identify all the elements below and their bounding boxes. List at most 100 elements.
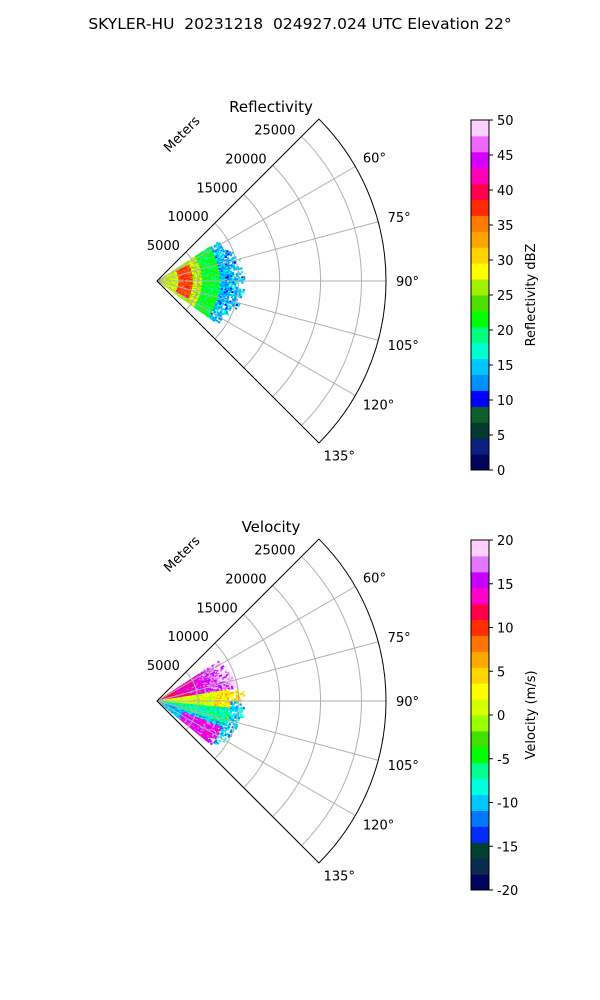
colorbar-tick-label: 35 xyxy=(497,219,514,234)
data-cell xyxy=(239,278,242,281)
colorbar-swatch xyxy=(471,199,489,216)
data-cell xyxy=(225,698,228,701)
colorbar-swatch xyxy=(471,231,489,248)
range-tick-label: 25000 xyxy=(254,123,295,138)
data-cell xyxy=(229,730,233,734)
colorbar-label: Reflectivity dBZ xyxy=(524,244,539,347)
angle-gridline xyxy=(156,221,379,282)
data-cell xyxy=(241,276,244,279)
colorbar-swatch xyxy=(471,120,489,137)
data-cell xyxy=(223,698,226,701)
data-cell xyxy=(229,253,233,257)
data-cell xyxy=(232,278,235,281)
data-cell xyxy=(230,295,234,299)
data-cell xyxy=(240,710,244,713)
data-cell xyxy=(225,278,228,281)
colorbar-swatch xyxy=(471,438,489,455)
range-tick-label: 10000 xyxy=(167,210,208,225)
data-cell xyxy=(234,698,237,701)
polar-plot-velocity: Velocity50001000015000200002500060°75°90… xyxy=(147,518,539,899)
data-cell xyxy=(239,272,242,276)
colorbar-swatch xyxy=(471,454,489,471)
data-cell xyxy=(224,737,228,741)
data-cell xyxy=(239,698,242,701)
colorbar-swatch xyxy=(471,151,489,169)
data-cell xyxy=(226,698,230,701)
angle-gridline xyxy=(156,280,379,341)
colorbar-swatch xyxy=(471,183,489,201)
data-cell xyxy=(226,312,230,316)
data-cell xyxy=(242,690,245,694)
colorbar-swatch xyxy=(471,167,489,185)
data-cell xyxy=(233,261,237,264)
data-cell xyxy=(234,716,237,719)
colorbar-swatch xyxy=(471,279,489,296)
data-cell xyxy=(234,278,237,281)
colorbar-swatch xyxy=(471,422,489,439)
angle-tick-label: 60° xyxy=(363,152,386,167)
data-cell xyxy=(231,687,234,690)
data-cell xyxy=(235,709,238,713)
data-cell xyxy=(235,274,239,278)
data-cell xyxy=(226,727,230,731)
range-tick-label: 15000 xyxy=(196,181,237,196)
colorbar-tick-label: 50 xyxy=(497,114,514,129)
data-cell xyxy=(237,718,240,722)
data-cell xyxy=(230,698,233,701)
data-cell xyxy=(234,701,237,704)
range-tick-label: 5000 xyxy=(147,239,180,254)
data-cell xyxy=(239,295,243,299)
data-cell xyxy=(238,712,242,715)
data-cell xyxy=(234,686,238,689)
colorbar-tick-label: 45 xyxy=(497,149,514,164)
data-cell xyxy=(230,695,233,698)
data-cell xyxy=(230,251,234,255)
colorbar-swatch xyxy=(471,263,489,280)
figure-title: SKYLER-HU 20231218 024927.024 UTC Elevat… xyxy=(88,15,512,33)
data-cell xyxy=(232,698,235,701)
colorbar-swatch xyxy=(471,358,489,376)
data-cell xyxy=(237,304,241,308)
data-cell xyxy=(222,740,226,743)
angle-tick-label: 135° xyxy=(324,450,355,465)
data-cell xyxy=(234,281,237,284)
angle-gridline xyxy=(156,280,356,396)
polar-plot-reflectivity: Reflectivity50001000015000200002500060°7… xyxy=(147,98,539,479)
data-cell xyxy=(224,670,228,674)
colorbar-swatch xyxy=(471,374,489,391)
data-cell xyxy=(228,278,231,281)
data-cell xyxy=(226,278,230,281)
data-cell xyxy=(241,281,244,284)
colorbar-tick-label: 25 xyxy=(497,289,514,304)
colorbar-tick-label: 0 xyxy=(497,464,505,479)
colorbar-tick-label: 30 xyxy=(497,254,514,269)
data-cell xyxy=(225,668,229,672)
data-cell xyxy=(232,283,235,286)
colorbar-tick-label: 15 xyxy=(497,359,514,374)
data-cell xyxy=(234,307,238,310)
angle-tick-label: 75° xyxy=(388,211,411,226)
colorbar-swatch xyxy=(471,135,489,153)
colorbar-tick-label: 40 xyxy=(497,184,514,199)
colorbar-swatch xyxy=(471,406,489,423)
data-cell xyxy=(228,283,231,286)
data-cell xyxy=(243,278,246,281)
angle-tick-label: 120° xyxy=(363,399,394,414)
colorbar-swatch xyxy=(471,326,489,344)
colorbar-swatch xyxy=(471,295,489,312)
data-cell xyxy=(218,251,222,255)
data-cell xyxy=(221,665,225,668)
data-cell xyxy=(242,707,246,710)
data-cell xyxy=(221,734,225,737)
data-cell xyxy=(239,703,242,706)
data-cell xyxy=(229,267,232,270)
colorbar-swatch xyxy=(471,342,489,360)
data-cell xyxy=(230,278,233,281)
data-cell xyxy=(240,267,243,270)
colorbar-tick-label: 5 xyxy=(497,429,505,444)
data-cell xyxy=(232,695,235,698)
colorbar-swatch xyxy=(471,390,489,407)
plot-title: Reflectivity xyxy=(229,98,313,116)
